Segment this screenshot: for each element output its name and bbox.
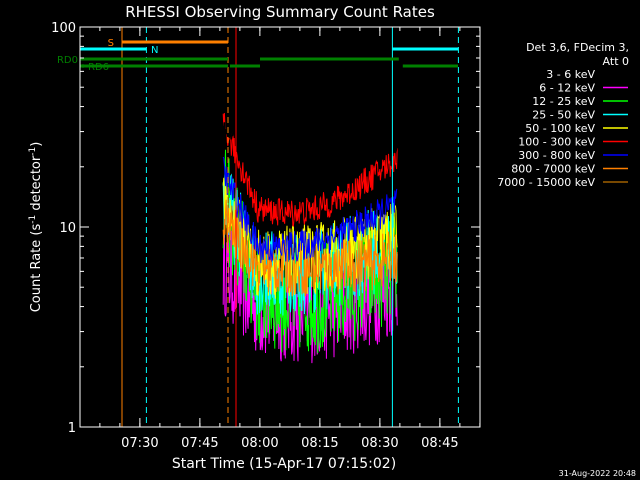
legend-item-label: 25 - 50 keV <box>532 109 595 122</box>
y-axis-label: Count Rate (s-1 detector-1) <box>28 142 44 313</box>
x-tick-label: 08:15 <box>301 436 338 451</box>
y-tick-label: 100 <box>51 21 76 36</box>
legend-item-label: 6 - 12 keV <box>539 82 595 95</box>
y-axis-label-end: ) <box>29 142 44 147</box>
y-axis-label-middle: detector <box>29 155 44 215</box>
legend-item-label: 7000 - 15000 keV <box>497 176 595 189</box>
x-tick-label: 07:45 <box>181 436 218 451</box>
x-tick-label: 07:30 <box>121 436 158 451</box>
series-line <box>222 199 398 297</box>
x-axis-label: Start Time (15-Apr-17 07:15:02) <box>172 456 396 472</box>
x-tick-label: 08:45 <box>421 436 458 451</box>
x-tick-label: 08:30 <box>361 436 398 451</box>
x-axis-ticks: 07:30 07:45 08:00 08:15 08:30 08:45 <box>99 27 481 451</box>
y-axis-label-main: Count Rate (s <box>29 224 44 313</box>
y-axis-label-exponent-2: -1 <box>28 147 38 156</box>
state-bar-label: RD6 <box>88 62 109 73</box>
series-layer <box>222 112 398 364</box>
vertical-marker-layer <box>121 27 459 427</box>
state-bar-label: N <box>151 45 158 56</box>
series-line <box>222 156 398 264</box>
series-line <box>222 173 398 316</box>
legend-item-label: 50 - 100 keV <box>525 122 595 135</box>
legend-header-line-1: Det 3,6, FDecim 3, <box>526 41 629 54</box>
series-line <box>222 120 398 159</box>
x-tick-label: 08:00 <box>241 436 278 451</box>
legend-item-label: 100 - 300 keV <box>518 136 595 149</box>
y-axis-label-exponent-1: -1 <box>28 215 38 224</box>
legend-item-label: 12 - 25 keV <box>532 95 595 108</box>
legend-header-line-2: Att 0 <box>603 55 629 68</box>
y-tick-label: 10 <box>59 221 76 236</box>
y-tick-label: 1 <box>68 421 76 436</box>
chart-title: RHESSI Observing Summary Count Rates <box>125 3 435 21</box>
state-bar-label: RD0 <box>57 55 78 66</box>
y-axis-ticks: 1 10 100 <box>51 21 480 436</box>
state-bar-label: S <box>108 38 114 49</box>
legend-item-label: 800 - 7000 keV <box>511 163 595 176</box>
state-bar-dot <box>81 64 85 68</box>
footer-timestamp: 31-Aug-2022 20:48 <box>559 469 636 478</box>
legend-item-label: 300 - 800 keV <box>518 149 595 162</box>
series-line <box>222 112 398 227</box>
legend-item-label: 3 - 6 keV <box>546 68 595 81</box>
state-bar-layer: S N RD0 RD6 <box>57 38 458 73</box>
